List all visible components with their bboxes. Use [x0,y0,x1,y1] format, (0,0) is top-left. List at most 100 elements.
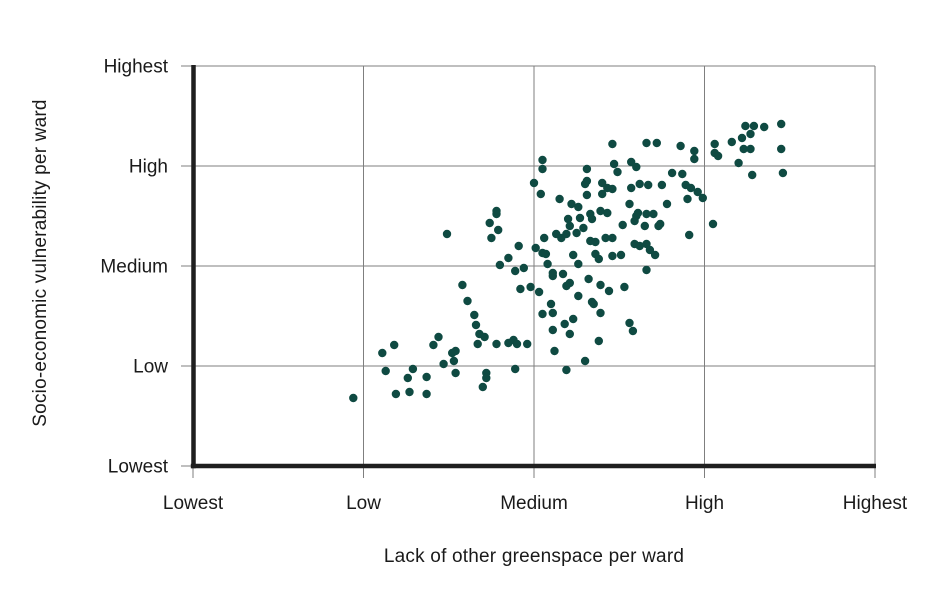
data-point [487,233,496,243]
data-point [698,193,707,203]
data-point [562,281,571,291]
data-point [777,144,786,154]
data-point [642,138,651,148]
data-point [565,329,574,339]
data-point [529,178,539,188]
data-point [690,154,699,164]
data-point [741,121,750,131]
data-point [485,218,494,228]
data-point [511,364,520,374]
data-point [408,364,418,374]
data-point [690,146,699,156]
data-point [512,339,522,349]
data-point [504,253,513,263]
data-point [633,208,643,218]
data-point [526,282,535,292]
data-point [777,119,786,129]
data-point [746,144,755,154]
data-point [608,233,617,243]
data-point [627,183,636,193]
data-point [596,280,605,290]
data-point [727,137,736,147]
data-point [511,266,520,276]
data-point [560,319,569,329]
data-point [608,139,617,149]
data-point [746,129,755,139]
data-point [378,348,387,358]
data-point [538,309,547,319]
data-point [579,223,588,233]
data-point [618,220,627,230]
data-point [635,179,644,189]
data-point [739,144,748,154]
data-point [548,325,557,335]
data-point [603,208,612,218]
data-point [594,336,603,346]
data-point [650,250,660,260]
data-point [625,199,634,209]
data-point [557,233,566,243]
data-point [548,271,557,281]
data-point [657,180,667,190]
x-tick-label: Lowest [163,493,224,514]
data-point [582,190,592,200]
x-tick-label: Low [346,493,381,514]
data-point [541,249,551,259]
data-point [434,332,443,342]
data-point [628,326,638,336]
data-point [710,139,719,149]
data-point [630,216,639,226]
data-point [713,151,723,161]
data-point [625,318,634,328]
data-point [609,159,619,169]
y-tick-labels: Lowest Low Medium High Highest [100,57,168,478]
data-point [463,296,472,306]
data-point [613,167,622,177]
data-point [403,373,412,383]
data-point [349,393,358,403]
x-axis-title: Lack of other greenspace per ward [384,546,684,567]
data-point [563,214,573,224]
data-point [604,286,614,296]
data-point [492,339,501,349]
data-point [708,219,718,229]
data-point [422,372,431,382]
data-point [540,233,549,243]
data-point [555,194,564,204]
y-tick-label: High [129,157,168,178]
data-point [601,233,610,243]
y-tick-label: Low [133,357,168,378]
data-point [580,356,590,366]
data-point [608,184,617,194]
data-point [548,308,557,318]
data-point [662,199,672,209]
data-point [574,291,583,301]
axes [190,65,876,469]
data-points [349,119,788,403]
y-axis-title: Socio-economic vulnerability per ward [30,99,51,426]
data-point [569,250,578,260]
data-point [778,168,788,178]
data-point [492,206,501,216]
data-point [495,260,505,270]
data-point [519,263,528,273]
data-point [676,141,685,151]
data-point [598,189,607,199]
tick-marks [181,65,876,478]
data-point [550,346,559,356]
data-point [642,209,651,219]
data-point [480,332,489,342]
data-point [667,168,677,178]
data-point [620,282,629,292]
data-point [608,251,617,261]
data-point [591,237,600,247]
data-point [536,189,545,199]
data-point [381,366,390,376]
data-point [538,164,547,174]
data-point [391,389,401,399]
x-tick-labels: Lowest Low Medium High Highest [163,493,908,514]
data-point [649,209,658,219]
data-point [632,162,641,172]
data-point [439,359,448,369]
